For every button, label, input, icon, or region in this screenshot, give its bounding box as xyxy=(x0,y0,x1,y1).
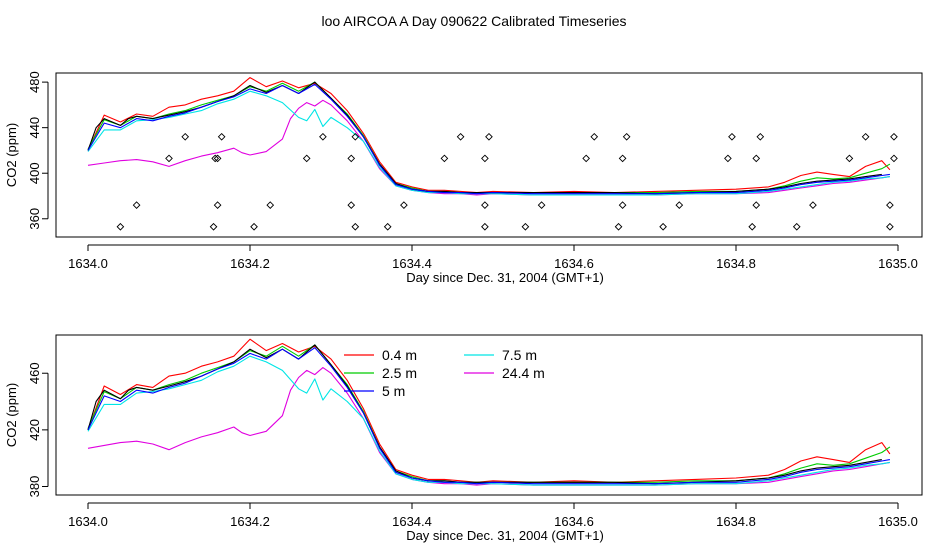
x-tick-label: 1634.4 xyxy=(392,514,432,529)
y-tick-label: 420 xyxy=(27,419,42,441)
y-tick-label: 440 xyxy=(27,117,42,139)
x-tick-label: 1635.0 xyxy=(878,514,918,529)
scatter-point xyxy=(213,154,222,163)
scatter-point xyxy=(724,154,732,163)
x-tick-label: 1634.0 xyxy=(68,256,108,271)
series-line-5-m xyxy=(87,83,890,195)
series-line-0-4-m xyxy=(87,77,891,194)
scatter-point xyxy=(521,222,530,231)
y-tick-label: 380 xyxy=(27,476,42,498)
scatter-point xyxy=(347,201,356,209)
series-line-black xyxy=(87,344,882,485)
x-tick-label: 1634.6 xyxy=(554,256,594,271)
x-tick-label: 1634.6 xyxy=(554,514,594,529)
plot-frame xyxy=(55,72,923,238)
scatter-point xyxy=(132,201,141,209)
scatter-point xyxy=(752,201,761,209)
series-line-0-4-m xyxy=(87,338,891,483)
x-tick-label: 1634.2 xyxy=(230,514,270,529)
scatter-point xyxy=(351,222,360,231)
legend-label: 24.4 m xyxy=(502,365,545,381)
scatter-point xyxy=(890,154,898,163)
scatter-point xyxy=(266,201,275,209)
scatter-point xyxy=(217,132,226,141)
legend-label: 7.5 m xyxy=(502,347,537,363)
series-line-2-5-m xyxy=(87,344,891,483)
scatter-point xyxy=(481,154,489,163)
scatter-point xyxy=(302,154,311,163)
x-axis-label: Day since Dec. 31, 2004 (GMT+1) xyxy=(406,528,604,543)
series-line-5-m xyxy=(87,347,890,485)
scatter-point xyxy=(537,201,546,209)
scatter-point xyxy=(485,132,493,141)
scatter-point xyxy=(211,154,220,163)
scatter-point xyxy=(752,154,761,163)
plot-frame xyxy=(55,334,923,496)
y-tick-label: 460 xyxy=(27,362,42,384)
scatter-point xyxy=(659,222,667,231)
x-tick-label: 1634.0 xyxy=(68,514,108,529)
scatter-point xyxy=(383,222,392,231)
scatter-point xyxy=(440,154,449,163)
scatter-point xyxy=(481,222,489,231)
scatter-point xyxy=(181,132,190,141)
scatter-point xyxy=(351,132,360,141)
bottom-panel: 1634.0 1634.2 1634.4 1634.6 1634.8 1635.0 Day … xyxy=(4,334,923,543)
scatter-point xyxy=(400,201,408,209)
scatter-point xyxy=(886,201,894,209)
scatter-point xyxy=(756,132,765,141)
scatter-point xyxy=(886,222,894,231)
scatter-point xyxy=(582,154,590,163)
scatter-point xyxy=(618,154,627,163)
scatter-point xyxy=(590,132,599,141)
y-axis-label: CO2 (ppm) xyxy=(4,383,19,447)
scatter-point xyxy=(728,132,736,141)
scatter-point xyxy=(347,154,356,163)
x-tick-label: 1634.8 xyxy=(716,256,756,271)
x-tick-label: 1634.8 xyxy=(716,514,756,529)
scatter-point xyxy=(213,201,222,209)
series-line-24-4-m xyxy=(87,99,890,196)
legend-label: 0.4 m xyxy=(382,347,417,363)
x-axis-label: Day since Dec. 31, 2004 (GMT+1) xyxy=(406,270,604,285)
scatter-point xyxy=(456,132,465,141)
scatter-point xyxy=(209,222,218,231)
series-line-black xyxy=(87,81,882,195)
y-tick-label: 480 xyxy=(27,71,42,93)
scatter-point xyxy=(748,222,757,231)
scatter-point xyxy=(250,222,258,231)
scatter-point xyxy=(809,201,817,209)
series-line-7-5-m xyxy=(87,90,890,196)
scatter-point xyxy=(792,222,801,231)
series-line-2-5-m xyxy=(87,81,891,194)
x-tick-label: 1634.2 xyxy=(230,256,270,271)
x-tick-label: 1635.0 xyxy=(878,256,918,271)
scatter-point xyxy=(861,132,870,141)
scatter-point xyxy=(319,132,327,141)
series-line-24-4-m xyxy=(87,367,890,486)
scatter-point xyxy=(675,201,684,209)
top-panel: 1634.0 1634.2 1634.4 1634.6 1634.8 1635.0 Day … xyxy=(4,71,923,285)
legend-label: 2.5 m xyxy=(382,365,417,381)
chart-title: loo AIRCOA A Day 090622 Calibrated Times… xyxy=(321,13,626,29)
x-tick-label: 1634.4 xyxy=(392,256,432,271)
y-tick-label: 400 xyxy=(27,162,42,184)
y-axis-label: CO2 (ppm) xyxy=(4,123,19,187)
scatter-point xyxy=(618,201,627,209)
scatter-point xyxy=(116,222,125,231)
scatter-point xyxy=(622,132,631,141)
legend-label: 5 m xyxy=(382,383,405,399)
series-line-7-5-m xyxy=(87,355,890,486)
scatter-point xyxy=(165,154,173,163)
scatter-point xyxy=(890,132,898,141)
scatter-point xyxy=(845,154,854,163)
scatter-point xyxy=(481,201,489,209)
scatter-point xyxy=(614,222,623,231)
y-tick-label: 360 xyxy=(27,208,42,230)
